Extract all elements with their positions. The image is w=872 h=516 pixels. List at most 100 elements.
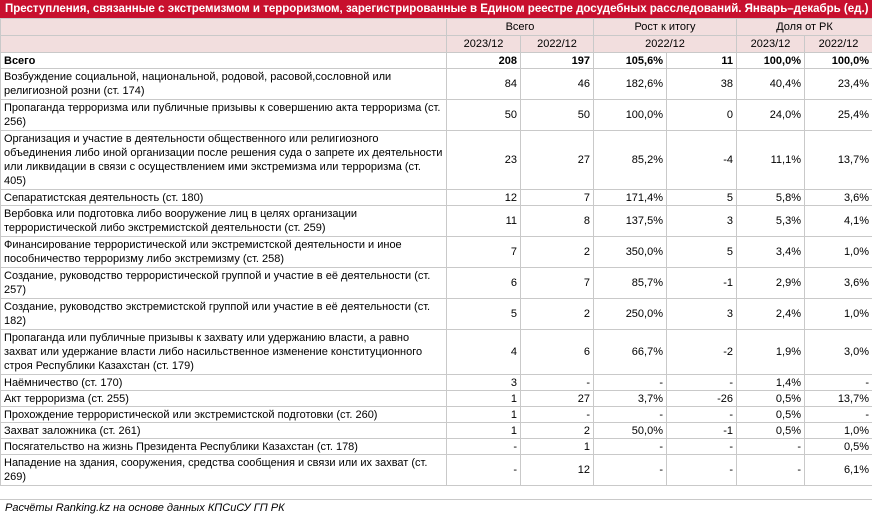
cell-growth-pct: -	[594, 439, 667, 455]
header-empty-sub	[1, 36, 447, 53]
cell-share-2023: 5,3%	[737, 206, 805, 237]
cell-2023: 7	[447, 237, 521, 268]
row-label: Вербовка или подготовка либо вооружение …	[1, 206, 447, 237]
table-row: Пропаганда терроризма или публичные приз…	[1, 100, 872, 131]
cell-growth-pct: 350,0%	[594, 237, 667, 268]
cell-share-2022: 1,0%	[805, 237, 872, 268]
cell-share-2022: 0,5%	[805, 439, 872, 455]
cell-growth-diff: -	[667, 407, 737, 423]
cell-share-2023: -	[737, 455, 805, 486]
header-group-share: Доля от РК	[737, 19, 872, 36]
cell-share-2022: -	[805, 407, 872, 423]
row-label: Нападение на здания, сооружения, средств…	[1, 455, 447, 486]
cell-growth-diff: 0	[667, 100, 737, 131]
row-label: Возбуждение социальной, национальной, ро…	[1, 69, 447, 100]
row-label: Создание, руководство экстремистской гру…	[1, 299, 447, 330]
row-label: Пропаганда или публичные призывы к захва…	[1, 330, 447, 375]
cell-2023: 1	[447, 391, 521, 407]
header-col-share-2022: 2022/12	[805, 36, 872, 53]
cell-share-2023: 2,4%	[737, 299, 805, 330]
cell-growth-pct: -	[594, 455, 667, 486]
cell-2023: -	[447, 439, 521, 455]
cell-growth-pct: 100,0%	[594, 100, 667, 131]
cell-2022: -	[521, 375, 594, 391]
table-row: Создание, руководство террористической г…	[1, 268, 872, 299]
row-label: Финансирование террористической или экст…	[1, 237, 447, 268]
cell-2022: 6	[521, 330, 594, 375]
header-col-share-2023: 2023/12	[737, 36, 805, 53]
cell-share-2022: 23,4%	[805, 69, 872, 100]
cell-share-2022: 100,0%	[805, 53, 872, 69]
cell-share-2023: 0,5%	[737, 407, 805, 423]
cell-2023: 1	[447, 423, 521, 439]
cell-growth-pct: 171,4%	[594, 190, 667, 206]
header-empty	[1, 19, 447, 36]
cell-share-2022: 1,0%	[805, 299, 872, 330]
cell-growth-diff: -	[667, 375, 737, 391]
row-label: Организация и участие в деятельности общ…	[1, 131, 447, 190]
row-label: Сепаратистская деятельность (ст. 180)	[1, 190, 447, 206]
cell-2022: 2	[521, 423, 594, 439]
cell-2022: 7	[521, 190, 594, 206]
cell-2022: 8	[521, 206, 594, 237]
cell-2022: 1	[521, 439, 594, 455]
cell-share-2023: 11,1%	[737, 131, 805, 190]
cell-2023: 3	[447, 375, 521, 391]
cell-share-2022: 3,0%	[805, 330, 872, 375]
cell-share-2022: 25,4%	[805, 100, 872, 131]
cell-growth-pct: -	[594, 407, 667, 423]
cell-2023: -	[447, 455, 521, 486]
cell-growth-pct: 66,7%	[594, 330, 667, 375]
data-table: Всего Рост к итогу Доля от РК 2023/12 20…	[0, 18, 872, 486]
row-label: Посягательство на жизнь Президента Респу…	[1, 439, 447, 455]
cell-2023: 11	[447, 206, 521, 237]
header-col-2022: 2022/12	[521, 36, 594, 53]
cell-growth-pct: 50,0%	[594, 423, 667, 439]
row-label: Всего	[1, 53, 447, 69]
header-col-2023: 2023/12	[447, 36, 521, 53]
cell-share-2023: -	[737, 439, 805, 455]
cell-2022: 197	[521, 53, 594, 69]
cell-share-2023: 0,5%	[737, 391, 805, 407]
cell-2022: 12	[521, 455, 594, 486]
cell-growth-diff: -2	[667, 330, 737, 375]
cell-share-2023: 2,9%	[737, 268, 805, 299]
cell-growth-diff: -	[667, 439, 737, 455]
cell-growth-pct: 3,7%	[594, 391, 667, 407]
cell-share-2022: 3,6%	[805, 268, 872, 299]
cell-growth-pct: 105,6%	[594, 53, 667, 69]
table-row: Прохождение террористической или экстрем…	[1, 407, 872, 423]
cell-growth-diff: -4	[667, 131, 737, 190]
cell-2023: 208	[447, 53, 521, 69]
cell-growth-diff: 38	[667, 69, 737, 100]
row-label: Акт терроризма (ст. 255)	[1, 391, 447, 407]
cell-2022: 27	[521, 131, 594, 190]
cell-share-2022: 6,1%	[805, 455, 872, 486]
cell-growth-pct: 85,7%	[594, 268, 667, 299]
cell-growth-diff: 5	[667, 190, 737, 206]
cell-share-2022: 3,6%	[805, 190, 872, 206]
cell-2022: 50	[521, 100, 594, 131]
cell-growth-diff: 5	[667, 237, 737, 268]
cell-2023: 1	[447, 407, 521, 423]
cell-share-2023: 1,4%	[737, 375, 805, 391]
row-label: Захват заложника (ст. 261)	[1, 423, 447, 439]
table-row: Вербовка или подготовка либо вооружение …	[1, 206, 872, 237]
cell-share-2023: 40,4%	[737, 69, 805, 100]
table-row: Пропаганда или публичные призывы к захва…	[1, 330, 872, 375]
cell-share-2023: 100,0%	[737, 53, 805, 69]
cell-2023: 12	[447, 190, 521, 206]
cell-2023: 84	[447, 69, 521, 100]
table-row: Нападение на здания, сооружения, средств…	[1, 455, 872, 486]
cell-2022: -	[521, 407, 594, 423]
cell-growth-pct: 250,0%	[594, 299, 667, 330]
cell-share-2022: 13,7%	[805, 131, 872, 190]
cell-growth-diff: 3	[667, 299, 737, 330]
row-label: Пропаганда терроризма или публичные приз…	[1, 100, 447, 131]
cell-growth-pct: 85,2%	[594, 131, 667, 190]
cell-share-2022: 4,1%	[805, 206, 872, 237]
table-row: Финансирование террористической или экст…	[1, 237, 872, 268]
table-title: Преступления, связанные с экстремизмом и…	[0, 0, 872, 18]
cell-growth-pct: 182,6%	[594, 69, 667, 100]
cell-2023: 50	[447, 100, 521, 131]
